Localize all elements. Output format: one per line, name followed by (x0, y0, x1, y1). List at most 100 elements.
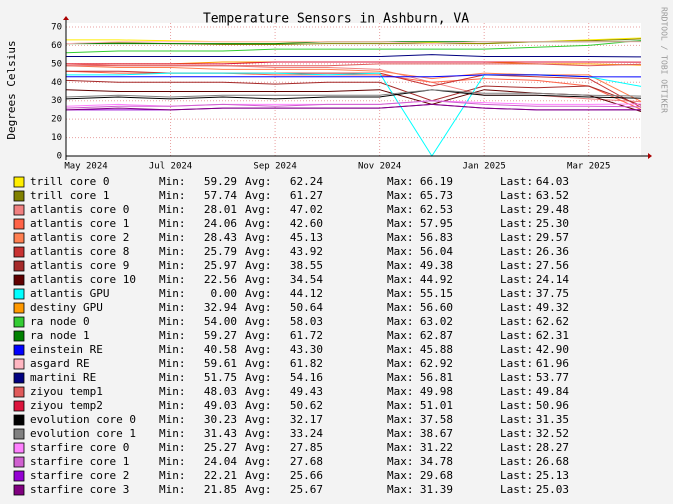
stat-label: Min: (159, 203, 186, 216)
stat-value: 43.30 (290, 343, 323, 356)
stat-value: 44.12 (290, 287, 323, 300)
stat-label: Max: (387, 455, 414, 468)
legend-label: evolution core 0 (30, 413, 136, 426)
legend-swatch (13, 428, 25, 440)
stat-value: 29.57 (536, 231, 569, 244)
stat-value: 51.75 (204, 371, 237, 384)
legend-label: destiny GPU (30, 301, 103, 314)
stat-value: 25.67 (290, 483, 323, 496)
stat-value: 43.92 (290, 245, 323, 258)
stat-value: 59.27 (204, 329, 237, 342)
stat-label: Last: (500, 455, 533, 468)
stat-label: Min: (159, 413, 186, 426)
legend-swatch (13, 372, 25, 384)
stat-value: 27.85 (290, 441, 323, 454)
stat-value: 63.02 (420, 315, 453, 328)
stat-value: 22.56 (204, 273, 237, 286)
x-tick-label: Mar 2025 (567, 162, 610, 172)
stat-label: Min: (159, 301, 186, 314)
stat-value: 62.53 (420, 203, 453, 216)
stat-label: Avg: (245, 175, 272, 188)
stat-value: 59.61 (204, 357, 237, 370)
y-tick-label: 30 (51, 96, 62, 106)
stat-value: 61.72 (290, 329, 323, 342)
stat-label: Last: (500, 175, 533, 188)
legend-swatch (13, 330, 25, 342)
stat-label: Last: (500, 189, 533, 202)
stat-label: Last: (500, 357, 533, 370)
plot-canvas (66, 23, 641, 156)
stat-value: 31.43 (204, 427, 237, 440)
legend-swatch (13, 176, 25, 188)
legend-swatch (13, 358, 25, 370)
legend-swatch (13, 456, 25, 468)
stat-label: Min: (159, 483, 186, 496)
stat-value: 45.88 (420, 343, 453, 356)
stat-value: 47.02 (290, 203, 323, 216)
stat-value: 48.03 (204, 385, 237, 398)
stat-label: Last: (500, 483, 533, 496)
stat-label: Max: (387, 315, 414, 328)
stat-value: 37.58 (420, 413, 453, 426)
stat-value: 29.68 (420, 469, 453, 482)
stat-label: Max: (387, 357, 414, 370)
legend-label: ziyou temp2 (30, 399, 103, 412)
series-line (65, 89, 642, 100)
stat-value: 56.81 (420, 371, 453, 384)
stat-label: Avg: (245, 217, 272, 230)
stat-value: 55.15 (420, 287, 453, 300)
stat-value: 28.01 (204, 203, 237, 216)
x-tick-label: May 2024 (64, 162, 107, 172)
legend-swatch (13, 400, 25, 412)
legend-swatch (13, 204, 25, 216)
stat-label: Max: (387, 469, 414, 482)
stat-value: 62.92 (420, 357, 453, 370)
stat-value: 42.60 (290, 217, 323, 230)
stat-label: Last: (500, 427, 533, 440)
stat-value: 57.95 (420, 217, 453, 230)
stat-value: 42.90 (536, 343, 569, 356)
stat-label: Avg: (245, 259, 272, 272)
chart-title: Temperature Sensors in Ashburn, VA (203, 12, 469, 27)
stat-label: Min: (159, 385, 186, 398)
stat-label: Last: (500, 217, 533, 230)
stat-label: Max: (387, 399, 414, 412)
legend-label: atlantis core 10 (30, 273, 136, 286)
stat-value: 24.04 (204, 455, 237, 468)
legend: trill core 0 Min: 59.29 Avg: 62.24 Max: 66.19 L… (13, 175, 569, 496)
stat-value: 25.79 (204, 245, 237, 258)
legend-label: trill core 0 (30, 175, 109, 188)
legend-label: trill core 1 (30, 189, 109, 202)
stat-value: 32.17 (290, 413, 323, 426)
legend-swatch (13, 190, 25, 202)
stat-label: Last: (500, 231, 533, 244)
stat-label: Last: (500, 329, 533, 342)
stat-label: Min: (159, 357, 186, 370)
stat-value: 25.13 (536, 469, 569, 482)
legend-label: atlantis core 1 (30, 217, 129, 230)
legend-swatch (13, 302, 25, 314)
stat-label: Max: (387, 385, 414, 398)
stat-label: Max: (387, 301, 414, 314)
stat-label: Last: (500, 385, 533, 398)
y-axis-label: Degrees Celsius (5, 40, 18, 139)
stat-label: Last: (500, 413, 533, 426)
stat-label: Avg: (245, 231, 272, 244)
stat-label: Max: (387, 217, 414, 230)
series-line (66, 63, 642, 67)
series-line (66, 74, 642, 78)
stat-label: Avg: (245, 203, 272, 216)
stat-label: Max: (387, 203, 414, 216)
stat-value: 32.94 (204, 301, 237, 314)
stat-value: 21.85 (204, 483, 237, 496)
stat-label: Last: (500, 287, 533, 300)
legend-label: starfire core 2 (30, 469, 129, 482)
x-tick-label: Jan 2025 (463, 162, 506, 172)
x-tick-label: Nov 2024 (358, 162, 401, 172)
stat-label: Max: (387, 231, 414, 244)
series-line (65, 40, 642, 54)
stat-label: Max: (387, 273, 414, 286)
stat-value: 25.27 (204, 441, 237, 454)
stat-value: 61.27 (290, 189, 323, 202)
stat-label: Avg: (245, 385, 272, 398)
